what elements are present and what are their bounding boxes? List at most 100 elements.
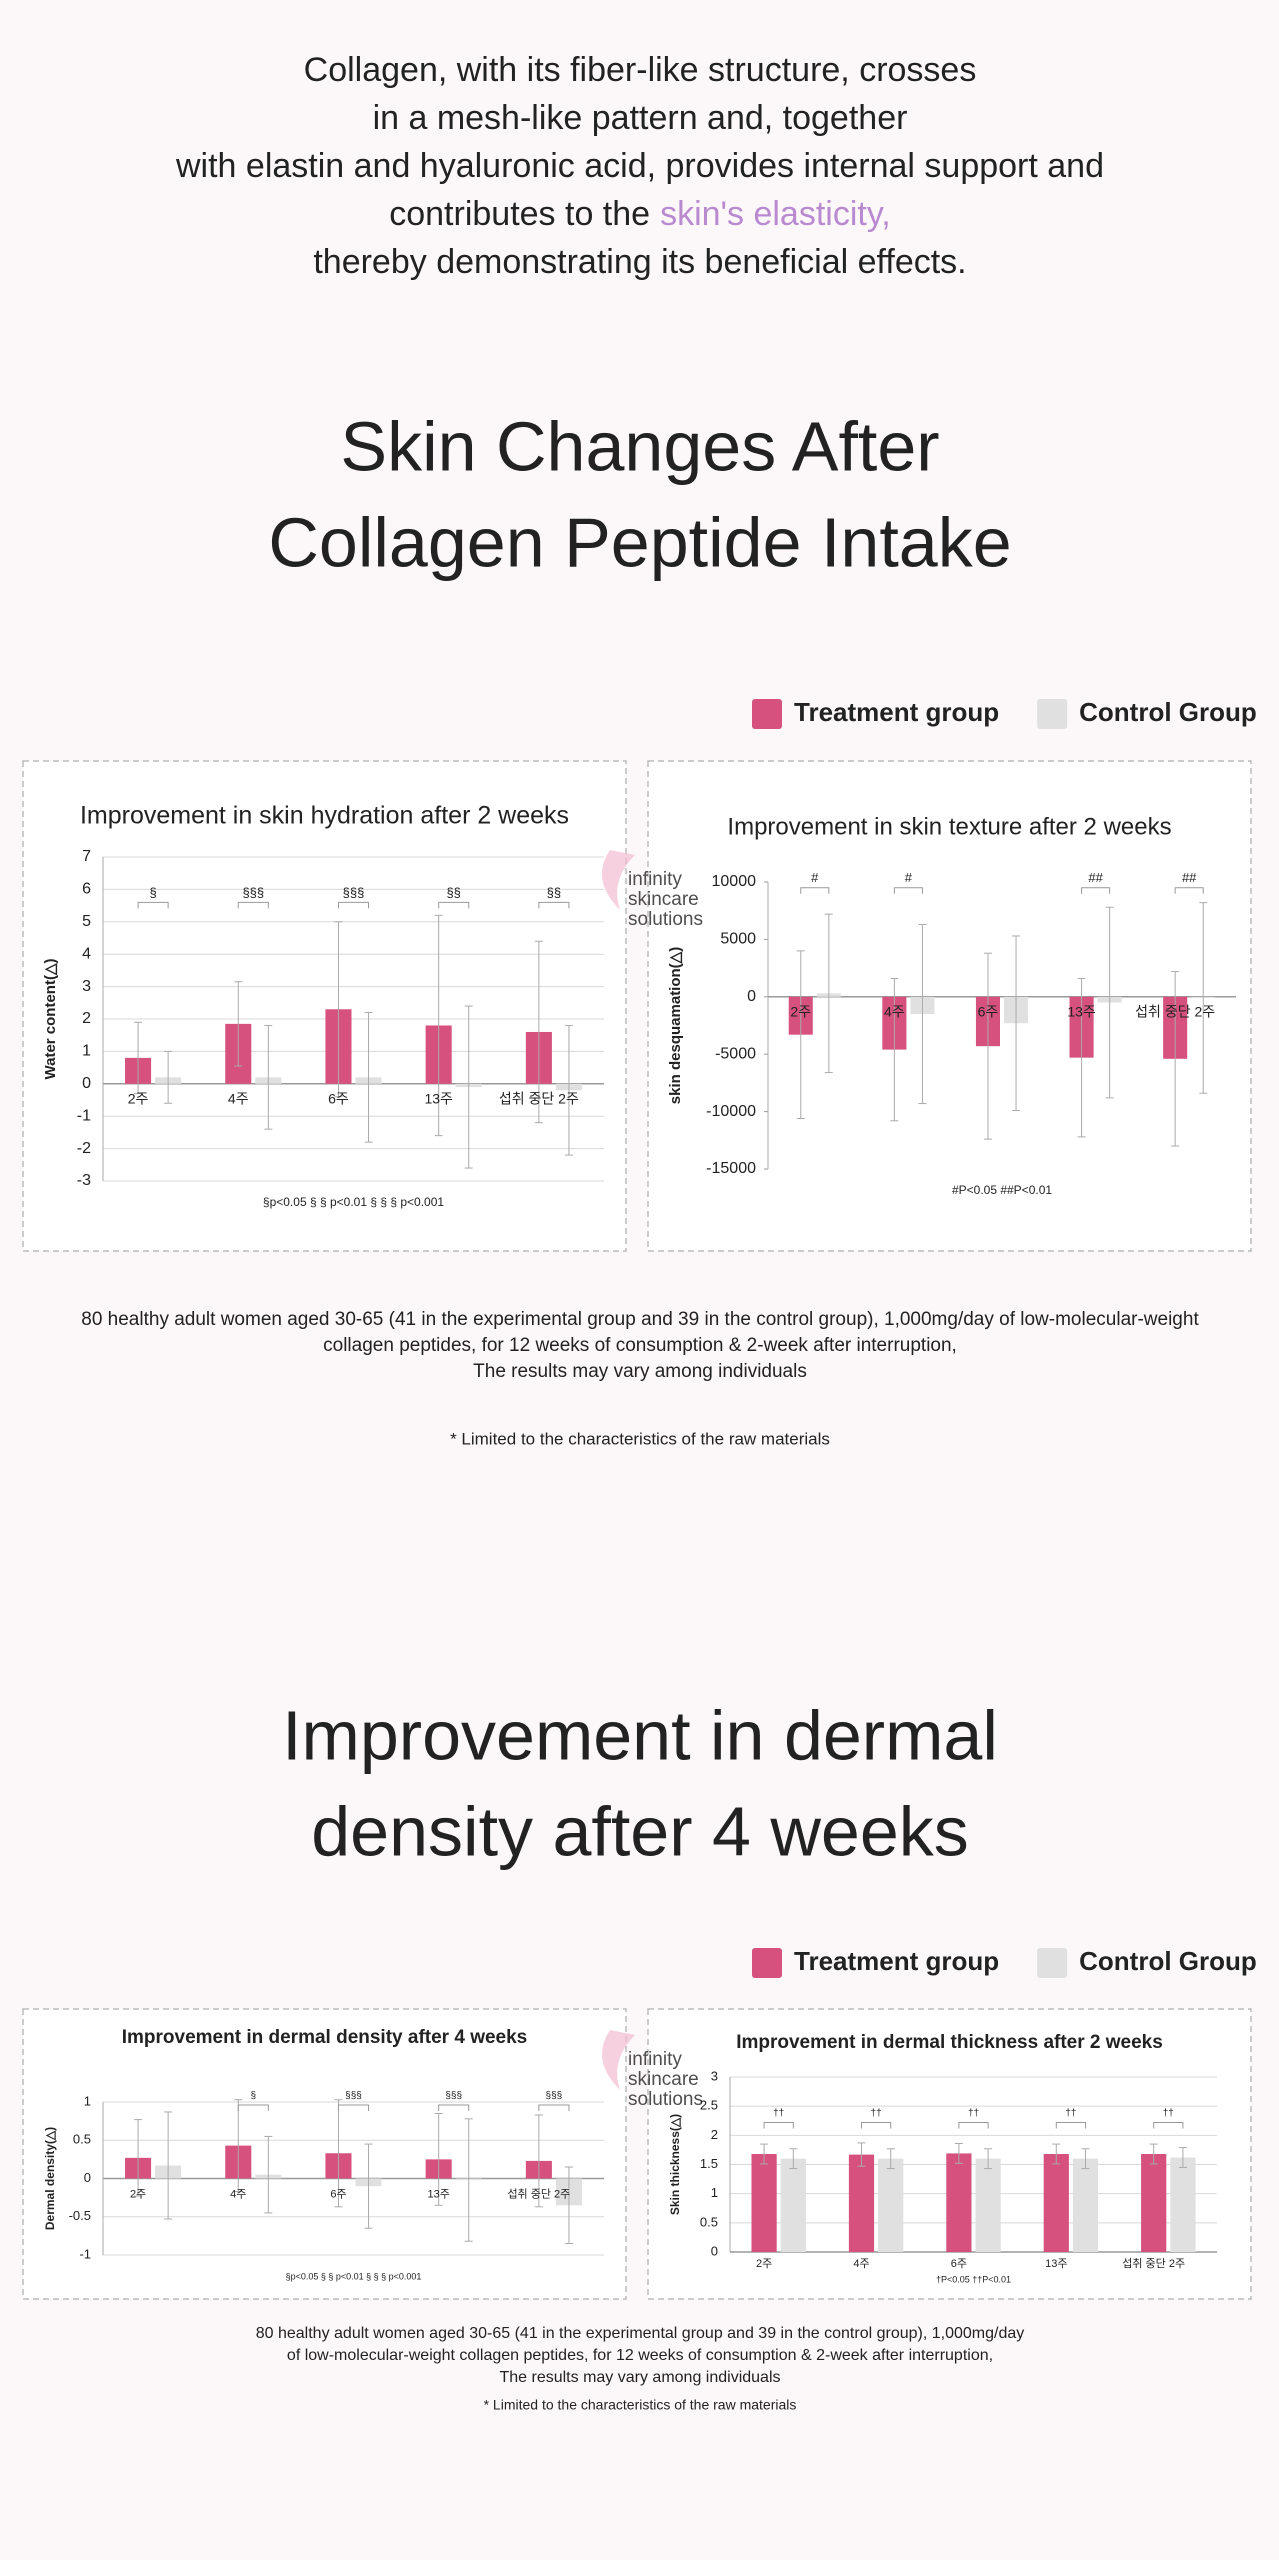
significance-bracket (763, 2122, 794, 2129)
y-tick-label: -10000 (706, 1103, 756, 1120)
y-tick-label: 2 (82, 1010, 91, 1027)
significance-mark: § (251, 2091, 257, 2102)
y-tick-label: -1 (79, 2246, 91, 2261)
watermark-logo (602, 2030, 635, 2090)
significance-mark: §§§ (343, 885, 365, 900)
significance-bracket (1153, 2122, 1184, 2129)
legend-swatch (1037, 1948, 1068, 1978)
note: The results may vary among individuals (473, 1361, 807, 1382)
chart-panel (647, 760, 1252, 1252)
significance-bracket (337, 901, 370, 909)
intro-line: contributes to the skin's elasticity, (389, 195, 891, 233)
bar (1170, 2157, 1196, 2252)
category-label: 6주 (330, 2188, 346, 2200)
watermark: infinity (628, 2049, 682, 2070)
chart-title: Improvement in dermal thickness after 2 … (736, 2032, 1163, 2053)
category-label: 섭취 중단 2주 (1135, 1004, 1215, 1020)
y-tick-label: 3 (711, 2068, 718, 2083)
bar (1141, 2154, 1167, 2252)
category-label: 2주 (130, 2188, 146, 2200)
limited-note: * Limited to the characteristics of the … (450, 1429, 830, 1448)
category-label: 2주 (756, 2258, 772, 2270)
chart-title: Improvement in dermal density after 4 we… (122, 2027, 528, 2048)
bar (975, 2158, 1001, 2252)
category-label: 6주 (328, 1091, 349, 1107)
watermark: infinity (628, 869, 682, 890)
y-tick-label: 0 (711, 2243, 718, 2258)
watermark-logo (602, 850, 635, 910)
intro-text: contributes to the (389, 195, 650, 233)
y-tick-label: 0 (747, 988, 756, 1005)
intro-highlight: skin's elasticity, (660, 195, 891, 233)
y-tick-label: -2 (77, 1140, 91, 1157)
y-tick-label: 5000 (720, 931, 756, 948)
y-tick-label: 0.5 (700, 2214, 718, 2229)
significance-mark: †† (1065, 2108, 1076, 2119)
significance-bracket (137, 901, 169, 909)
significance-bracket (237, 901, 269, 909)
bar (848, 2154, 875, 2252)
legend-label: Control Group (1079, 697, 1257, 727)
significance-bracket (438, 901, 470, 909)
category-label: 섭취 중단 2주 (1122, 2257, 1185, 2270)
section-heading: density after 4 weeks (311, 1792, 969, 1870)
significance-mark: ## (1088, 870, 1103, 885)
category-label: 섭취 중단 2주 (499, 1091, 579, 1107)
y-tick-label: 0 (84, 2170, 91, 2185)
intro-line: in a mesh-like pattern and, together (373, 99, 908, 137)
y-tick-label: -15000 (706, 1160, 756, 1177)
note: 80 healthy adult women aged 30-65 (41 in… (256, 2325, 1025, 2342)
y-axis-label: skin desquamation(△) (667, 947, 684, 1104)
category-label: 6주 (978, 1004, 999, 1020)
watermark: solutions (628, 909, 703, 930)
y-tick-label: 7 (82, 848, 91, 865)
significance-mark: §§ (547, 885, 561, 900)
legend-swatch (752, 1948, 782, 1978)
category-label: 13주 (1067, 1004, 1096, 1020)
significance-mark: †† (773, 2108, 784, 2119)
chart-footnote: †P<0.05 ††P<0.01 (936, 2274, 1011, 2284)
y-axis-label: Skin thickness(△) (668, 2114, 682, 2215)
significance-mark: # (811, 870, 819, 885)
y-tick-label: 1 (711, 2185, 718, 2200)
y-tick-label: 1 (84, 2093, 91, 2108)
significance-mark: §§§ (345, 2091, 362, 2102)
bar (1072, 2158, 1099, 2252)
limited-note: * Limited to the characteristics of the … (484, 2397, 797, 2413)
intro-line: with elastin and hyaluronic acid, provid… (175, 147, 1104, 185)
watermark: skincare (628, 889, 699, 910)
intro-text: Collagen, with its fiber-like structure,… (304, 51, 977, 89)
section-heading: Skin Changes After (340, 407, 939, 485)
legend-swatch (1037, 699, 1068, 729)
chart-title: Improvement in skin hydration after 2 we… (80, 802, 569, 830)
bar (1043, 2154, 1069, 2252)
category-label: 2주 (128, 1091, 149, 1107)
significance-bracket (1081, 887, 1111, 894)
y-axis-label: Dermal density(△) (43, 2127, 57, 2230)
y-axis-label: Water content(△) (42, 959, 59, 1080)
significance-bracket (893, 887, 923, 894)
significance-bracket (237, 2104, 269, 2112)
chart-title: Improvement in skin texture after 2 week… (727, 813, 1171, 840)
significance-bracket (538, 2104, 570, 2112)
y-tick-label: 2 (711, 2127, 718, 2142)
chart-panel (22, 2008, 627, 2300)
significance-bracket (860, 2122, 892, 2129)
y-tick-label: 5 (82, 913, 91, 930)
significance-bracket (337, 2104, 370, 2112)
category-label: 2주 (790, 1004, 811, 1020)
significance-mark: §§§ (546, 2091, 563, 2102)
intro-highlight: thereby demonstrating its beneficial eff… (313, 243, 966, 281)
y-tick-label: -1 (77, 1107, 91, 1124)
significance-mark: §§§ (242, 885, 264, 900)
category-label: 4주 (853, 2258, 869, 2270)
category-label: 4주 (884, 1004, 905, 1020)
y-tick-label: 2.5 (700, 2098, 718, 2113)
legend-label: Treatment group (794, 697, 999, 727)
significance-mark: ## (1182, 870, 1197, 885)
significance-bracket (538, 901, 570, 909)
category-label: 13주 (427, 2188, 449, 2200)
note: 80 healthy adult women aged 30-65 (41 in… (81, 1309, 1199, 1330)
chart-panel (22, 760, 627, 1252)
